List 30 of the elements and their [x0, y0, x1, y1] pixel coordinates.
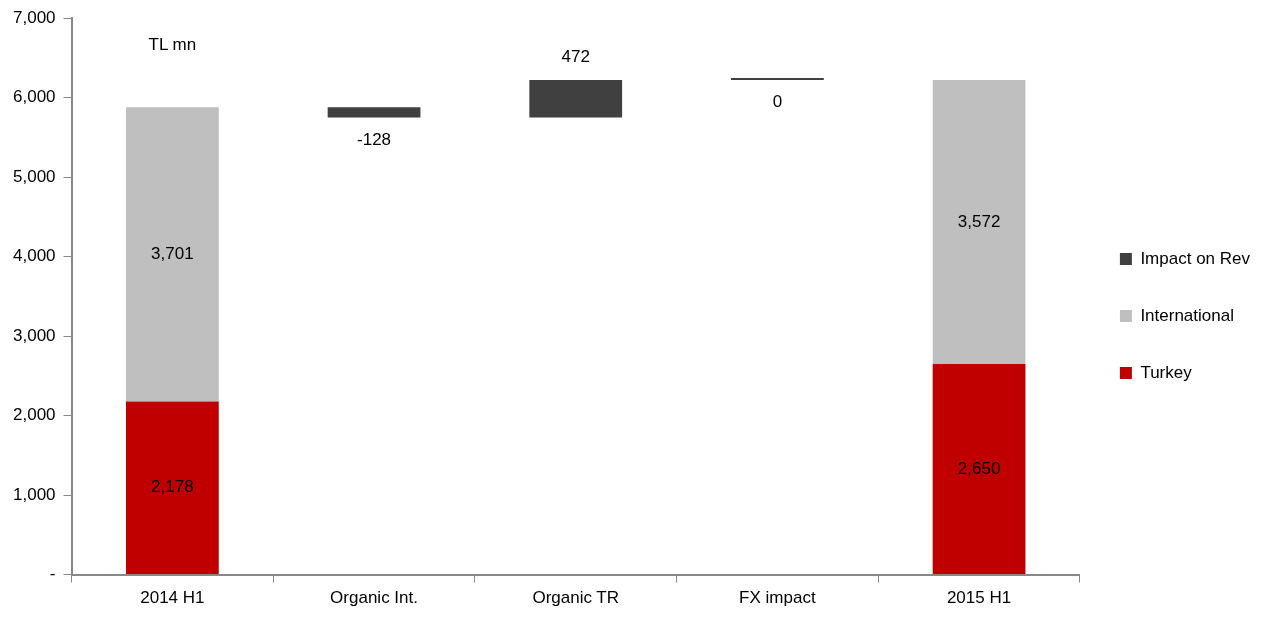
- y-tick-label: 5,000: [12, 166, 56, 186]
- bar: [125, 401, 219, 575]
- legend-label: Impact on Rev: [1140, 248, 1251, 268]
- data-label: -128: [357, 129, 392, 149]
- x-tick-label: 2015 H1: [946, 588, 1012, 608]
- bar: [932, 80, 1026, 364]
- y-tick-label: 4,000: [12, 246, 56, 266]
- x-tick-label: FX impact: [739, 588, 816, 608]
- bar: [932, 363, 1026, 575]
- y-tick-label: 3,000: [12, 325, 56, 345]
- data-label: 2,650: [957, 458, 1001, 478]
- x-tick-label: 2014 H1: [140, 588, 205, 608]
- y-tick-label: 1,000: [12, 484, 56, 504]
- y-tick-label: -: [49, 564, 56, 584]
- y-tick-label: 7,000: [12, 7, 56, 27]
- bar: [327, 107, 421, 118]
- bar: [125, 107, 219, 402]
- data-label: 2,178: [151, 477, 194, 497]
- x-tick-label: Organic TR: [532, 588, 620, 608]
- bar: [529, 79, 623, 118]
- y-tick-label: 2,000: [12, 405, 56, 425]
- data-label: 472: [561, 47, 590, 67]
- annotation: TL mn: [148, 34, 197, 54]
- y-tick-label: 6,000: [12, 87, 56, 107]
- x-tick-label: Organic Int.: [330, 588, 418, 608]
- data-label: 3,701: [151, 244, 194, 264]
- data-label: 0: [772, 92, 783, 112]
- data-label: 3,572: [957, 211, 1001, 231]
- legend-label: Turkey: [1140, 362, 1193, 382]
- legend-label: International: [1140, 305, 1234, 325]
